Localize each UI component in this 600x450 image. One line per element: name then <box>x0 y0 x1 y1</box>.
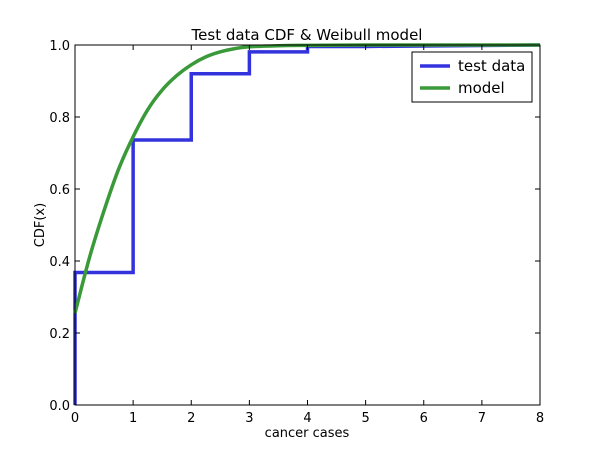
x-tick-label: 5 <box>361 411 369 426</box>
y-tick-label: 0.4 <box>49 255 70 270</box>
y-axis-title: CDF(x) <box>33 203 48 247</box>
legend-label: test data <box>458 57 525 75</box>
x-tick-label: 6 <box>420 411 428 426</box>
y-tick-label: 1.0 <box>49 39 70 54</box>
y-axis: 0.0 0.2 0.4 0.6 0.8 1.0 <box>49 39 540 414</box>
x-tick-label: 2 <box>187 411 195 426</box>
chart-title: Test data CDF & Weibull model <box>191 26 423 44</box>
y-tick-label: 0.0 <box>49 399 70 414</box>
x-tick-label: 4 <box>303 411 311 426</box>
y-tick-label: 0.6 <box>49 183 70 198</box>
x-axis: 0 1 2 3 4 5 6 7 8 <box>71 45 544 426</box>
x-tick-label: 1 <box>129 411 137 426</box>
legend-label: model <box>458 79 505 97</box>
x-axis-title: cancer cases <box>265 426 350 441</box>
x-tick-label: 8 <box>536 411 544 426</box>
x-tick-label: 0 <box>71 411 79 426</box>
legend: test data model <box>411 51 533 103</box>
legend-box <box>411 51 533 103</box>
x-tick-label: 7 <box>478 411 486 426</box>
x-tick-label: 3 <box>245 411 253 426</box>
y-tick-label: 0.8 <box>49 111 70 126</box>
y-tick-label: 0.2 <box>49 327 70 342</box>
